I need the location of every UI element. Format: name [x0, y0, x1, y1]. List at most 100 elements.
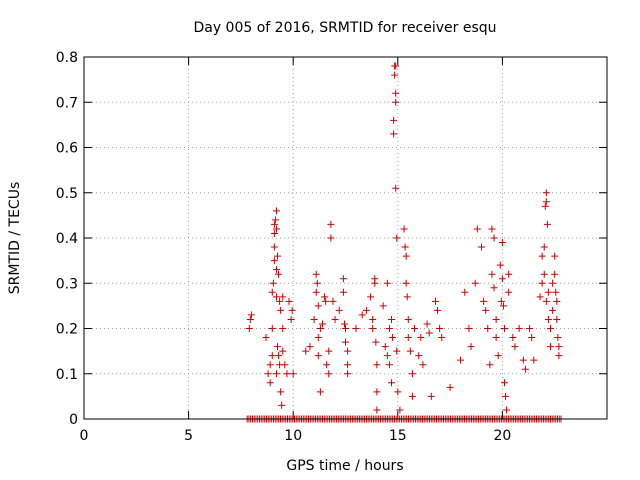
data-point — [340, 320, 348, 328]
data-point — [268, 352, 276, 360]
data-point — [394, 388, 402, 396]
data-point — [503, 406, 511, 414]
data-point — [498, 239, 506, 247]
data-point — [373, 406, 381, 414]
data-point — [509, 334, 517, 342]
y-tick-label: 0.4 — [56, 231, 78, 247]
y-tick-label: 0 — [69, 412, 78, 428]
x-tick-label: 20 — [493, 428, 511, 444]
data-point — [402, 279, 410, 287]
data-point — [329, 297, 337, 305]
data-point — [379, 302, 387, 310]
data-point — [302, 347, 310, 355]
data-point — [279, 347, 287, 355]
chart-title: Day 005 of 2016, SRMTID for receiver esq… — [193, 20, 496, 36]
data-point — [553, 297, 561, 305]
data-point — [383, 279, 391, 287]
data-point — [542, 297, 550, 305]
data-point — [490, 284, 498, 292]
y-tick-label: 0.6 — [56, 141, 78, 157]
data-point — [277, 306, 285, 314]
x-axis-label: GPS time / hours — [286, 458, 403, 474]
data-point — [270, 220, 278, 228]
data-point — [488, 270, 496, 278]
data-point — [272, 370, 280, 378]
data-point — [342, 338, 349, 346]
data-point — [388, 315, 396, 323]
data-point — [369, 325, 377, 332]
data-point — [283, 370, 291, 378]
data-point — [551, 252, 559, 260]
data-point — [492, 334, 500, 342]
data-point — [279, 293, 287, 301]
data-point — [272, 266, 280, 274]
data-point — [314, 334, 322, 342]
data-point — [264, 370, 272, 378]
data-point — [325, 370, 333, 378]
data-point — [287, 315, 295, 323]
data-point — [312, 288, 320, 296]
data-point — [511, 343, 519, 351]
data-point — [554, 334, 562, 342]
data-point — [555, 352, 563, 360]
data-point — [262, 334, 270, 342]
data-point — [400, 225, 408, 233]
data-point — [519, 356, 527, 364]
data-point — [310, 315, 318, 323]
data-point — [542, 189, 550, 197]
data-point — [423, 320, 431, 328]
data-point — [385, 361, 393, 369]
data-point — [477, 243, 485, 251]
data-point — [276, 297, 284, 305]
data-point — [542, 198, 550, 206]
data-point — [500, 325, 508, 332]
data-point — [544, 288, 552, 296]
data-point — [417, 334, 425, 342]
data-point — [392, 98, 400, 106]
data-point — [369, 315, 377, 323]
data-point — [497, 297, 505, 305]
data-point — [313, 279, 321, 287]
data-point — [538, 279, 546, 287]
data-point — [272, 293, 280, 301]
data-point — [371, 275, 379, 283]
data-point — [306, 343, 314, 351]
data-point — [505, 288, 513, 296]
data-point — [471, 279, 479, 287]
data-point — [457, 356, 465, 364]
data-point — [362, 306, 370, 314]
data-point — [392, 62, 400, 70]
data-point — [278, 401, 286, 409]
data-point — [473, 225, 481, 233]
data-point — [406, 347, 414, 355]
data-point — [327, 234, 335, 242]
data-point — [342, 325, 349, 332]
data-point — [540, 243, 548, 251]
data-point — [381, 343, 389, 351]
data-point — [269, 279, 277, 287]
data-point — [425, 329, 433, 337]
data-point — [385, 325, 393, 332]
data-point — [415, 352, 423, 360]
data-point — [390, 116, 398, 124]
data-point — [352, 325, 360, 332]
data-point — [316, 388, 324, 396]
data-point — [272, 207, 280, 215]
y-tick-label: 0.2 — [56, 322, 78, 338]
plot-frame — [83, 56, 608, 420]
data-point — [327, 220, 335, 228]
data-point — [277, 388, 285, 396]
data-point — [541, 202, 549, 210]
data-point — [314, 302, 322, 310]
data-point — [318, 320, 326, 328]
data-point — [494, 352, 502, 360]
data-point — [289, 370, 297, 378]
data-point — [275, 352, 283, 360]
data-point — [335, 306, 343, 314]
data-point — [314, 352, 322, 360]
data-point — [505, 270, 513, 278]
data-point — [408, 370, 416, 378]
data-point — [270, 243, 278, 251]
data-point — [339, 288, 347, 296]
